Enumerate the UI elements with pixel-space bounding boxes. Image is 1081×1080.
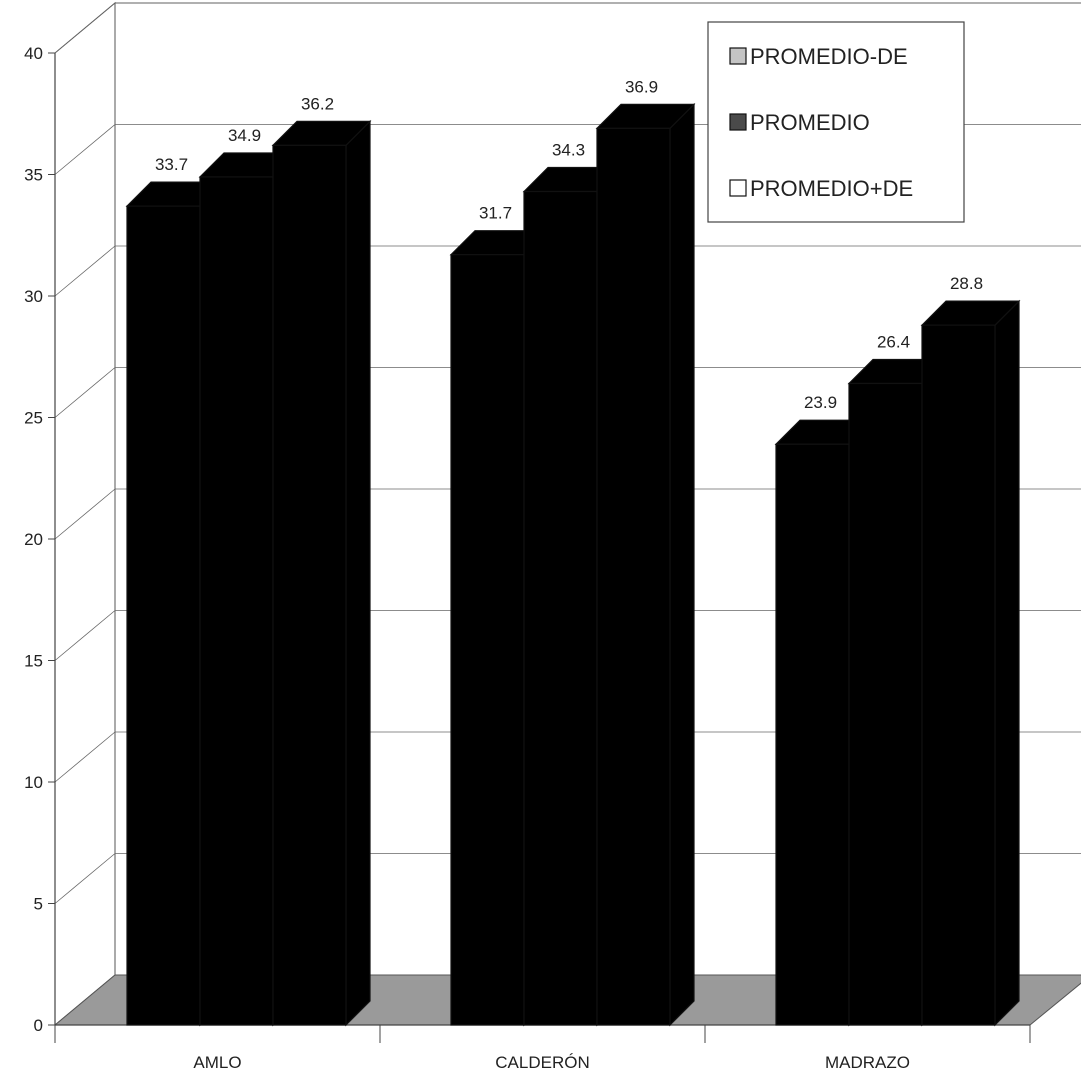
data-label: 26.4 <box>877 332 910 351</box>
bar-front <box>921 324 996 1026</box>
y-tick-labels: 0 5 10 15 20 25 30 35 40 <box>24 44 43 1035</box>
legend-swatch <box>729 47 747 65</box>
legend-entry: PROMEDIO+DE <box>750 176 913 201</box>
data-label: 34.9 <box>228 126 261 145</box>
y-tick-label: 20 <box>24 530 43 549</box>
y-tick-label: 0 <box>34 1016 43 1035</box>
bar-side <box>345 119 371 1027</box>
category-label: MADRAZO <box>825 1053 910 1072</box>
data-label: 28.8 <box>950 274 983 293</box>
legend-entry: PROMEDIO <box>750 110 870 135</box>
y-tick-label: 40 <box>24 44 43 63</box>
legend-box <box>707 21 965 223</box>
bar-front <box>450 254 525 1026</box>
y-tick-label: 5 <box>34 895 43 914</box>
gridline-side <box>54 245 116 297</box>
data-label: 34.3 <box>552 141 585 160</box>
category-label: CALDERÓN <box>495 1053 589 1072</box>
y-tick-label: 35 <box>24 166 43 185</box>
bar-front <box>126 205 201 1026</box>
y-tick-label: 25 <box>24 409 43 428</box>
bar-front <box>523 190 598 1026</box>
bar-front <box>199 176 274 1026</box>
gridline-side <box>54 124 116 175</box>
bar-amlo-2: 36.2 <box>271 94 372 1027</box>
legend: PROMEDIO-DE PROMEDIO PROMEDIO+DE <box>707 21 965 223</box>
y-tick-label: 10 <box>24 773 43 792</box>
category-labels: AMLO CALDERÓN MADRAZO <box>193 1053 910 1072</box>
legend-entry: PROMEDIO-DE <box>750 44 908 69</box>
bar-madrazo-2: 28.8 <box>920 274 1021 1027</box>
bar-side <box>669 102 695 1027</box>
bars: 33.7 34.9 36.2 31.7 34.3 36.9 23.9 26.4 28.8 <box>125 77 1021 1027</box>
gridline-side <box>54 731 116 783</box>
gridline-side <box>54 367 116 418</box>
category-label: AMLO <box>193 1053 241 1072</box>
data-label: 36.9 <box>625 77 658 96</box>
legend-swatch <box>729 113 747 131</box>
data-label: 23.9 <box>804 393 837 412</box>
bar-front <box>848 382 923 1026</box>
gridline-side <box>54 488 116 540</box>
bar-calderón-2: 36.9 <box>595 77 696 1027</box>
data-label: 33.7 <box>155 155 188 174</box>
bar-front <box>272 144 347 1026</box>
bar-front <box>775 443 850 1026</box>
data-label: 31.7 <box>479 204 512 223</box>
bar-front <box>596 127 671 1026</box>
legend-swatch <box>729 179 747 197</box>
data-label: 36.2 <box>301 94 334 113</box>
y-tick-label: 30 <box>24 287 43 306</box>
y-tick-label: 15 <box>24 652 43 671</box>
gridline-side <box>54 2 116 54</box>
gridline-side <box>54 610 116 661</box>
gridline-side <box>54 853 116 904</box>
bar-side <box>994 299 1020 1027</box>
